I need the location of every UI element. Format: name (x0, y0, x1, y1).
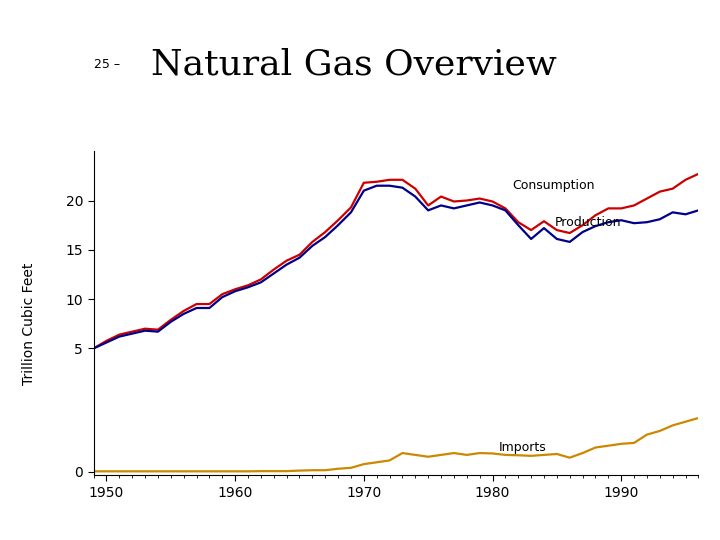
Text: Natural Gas Overview: Natural Gas Overview (151, 48, 557, 82)
Text: 25 –: 25 – (94, 58, 120, 71)
Text: Imports: Imports (499, 441, 546, 454)
Text: Production: Production (554, 215, 621, 229)
Text: Trillion Cubic Feet: Trillion Cubic Feet (22, 263, 36, 385)
Text: Consumption: Consumption (512, 179, 594, 192)
